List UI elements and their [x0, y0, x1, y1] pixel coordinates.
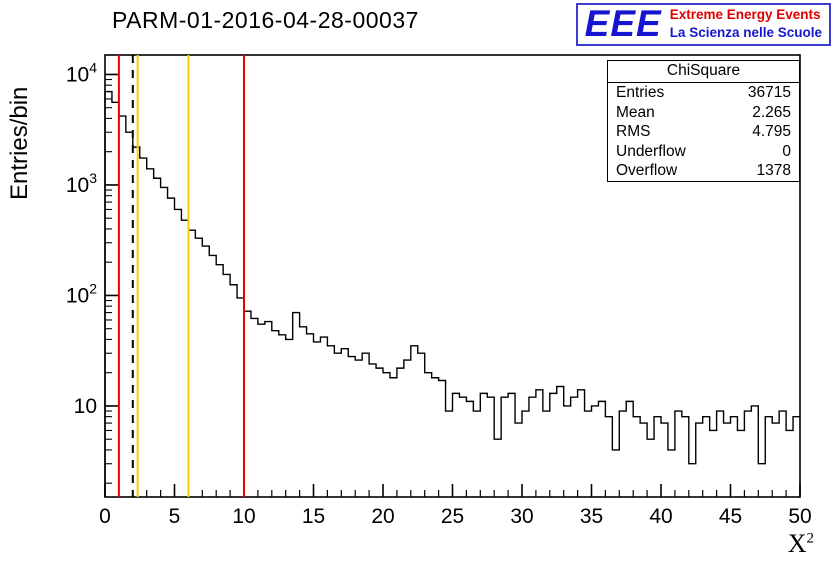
- stats-value: 1378: [756, 162, 791, 179]
- x-axis-title-base: X: [787, 529, 807, 558]
- x-tick-label: 25: [441, 505, 464, 528]
- stats-row-mean: Mean 2.265: [608, 103, 799, 123]
- stats-row-rms: RMS 4.795: [608, 122, 799, 142]
- y-tick-label: 104: [66, 59, 97, 86]
- stats-label: Mean: [616, 103, 655, 121]
- x-tick-label: 30: [510, 505, 533, 528]
- stats-row-entries: Entries 36715: [608, 83, 799, 103]
- stats-value: 4.795: [752, 123, 791, 140]
- y-axis-title: Entries/bin: [6, 86, 33, 200]
- x-tick-label: 10: [232, 505, 255, 528]
- stats-value: 0: [782, 142, 791, 160]
- stats-value: 2.265: [752, 103, 791, 121]
- x-tick-label: 5: [169, 505, 181, 528]
- stats-title: ChiSquare: [608, 61, 799, 83]
- x-axis-title: X2: [788, 529, 814, 559]
- x-tick-label: 0: [99, 505, 111, 528]
- logo-line1: Extreme Energy Events: [669, 7, 821, 22]
- x-axis-title-exponent: 2: [806, 530, 815, 547]
- x-tick-label: 50: [788, 505, 811, 528]
- plot-title: PARM-01-2016-04-28-00037: [112, 7, 419, 33]
- histogram-line: [104, 90, 800, 497]
- logo-line2: La Scienza nelle Scuole: [669, 24, 822, 40]
- x-tick-label: 35: [580, 505, 603, 528]
- x-tick-label: 15: [302, 505, 325, 528]
- stats-label: RMS: [616, 123, 651, 140]
- x-tick-label: 45: [719, 505, 742, 528]
- eee-logo: EEE Extreme Energy Events La Scienza nel…: [575, 2, 831, 47]
- eee-logo-lines: Extreme Energy Events La Scienza nelle S…: [670, 6, 822, 41]
- stats-label: Underflow: [616, 142, 686, 160]
- stats-label: Overflow: [616, 162, 678, 179]
- stats-label: Entries: [616, 84, 665, 101]
- x-tick-label: 20: [371, 505, 394, 528]
- stats-box: ChiSquare Entries 36715 Mean 2.265 RMS 4…: [607, 60, 800, 182]
- stats-row-underflow: Underflow 0: [608, 142, 799, 162]
- x-tick-label: 40: [649, 505, 672, 528]
- eee-logo-text: EEE: [584, 2, 662, 44]
- y-tick-label: 103: [66, 170, 97, 197]
- stats-row-overflow: Overflow 1378: [608, 161, 799, 181]
- y-tick-label: 10: [74, 395, 97, 418]
- y-tick-label: 102: [66, 280, 97, 307]
- stats-value: 36715: [747, 84, 791, 101]
